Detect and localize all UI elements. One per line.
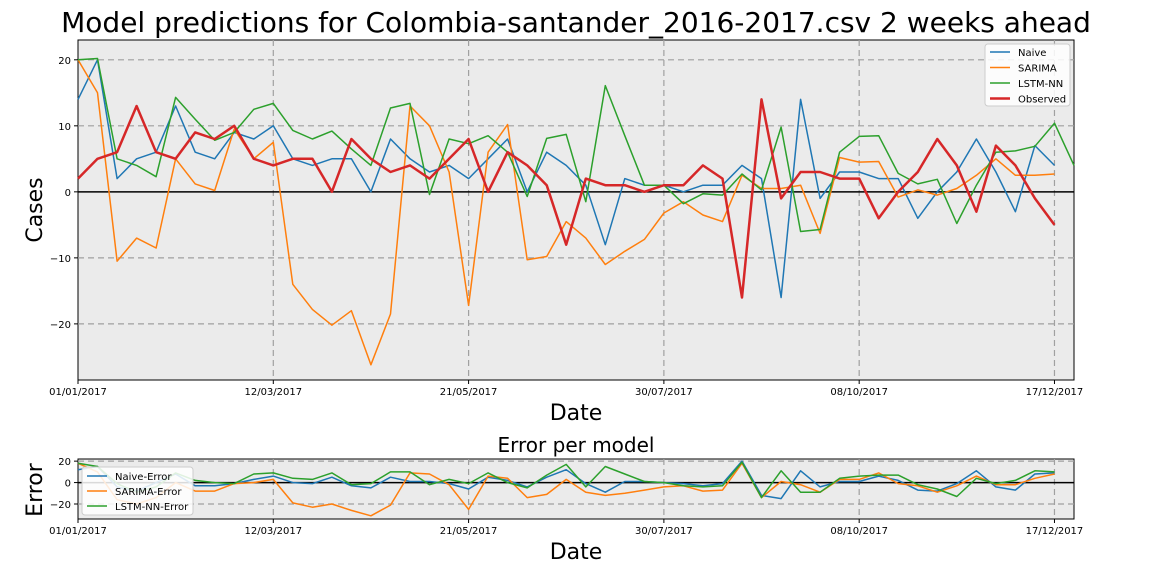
series-line-observed: [77, 98, 1056, 299]
series-line-sarima-error: [77, 462, 1055, 517]
error-x-ticks: 01/01/2017 12/03/2017 21/05/2017 30/07/2017…: [49, 519, 1083, 537]
series-line-naive-error: [77, 460, 1055, 500]
x-tick-label: 08/10/2017: [830, 387, 888, 398]
error-x-axis-label: Date: [550, 540, 603, 565]
y-tick-label: 20: [58, 457, 71, 468]
y-tick-label: −20: [50, 320, 71, 331]
x-tick-label: 01/01/2017: [49, 387, 107, 398]
error-chart-title: Error per model: [498, 433, 655, 457]
y-tick-label: 0: [65, 479, 71, 490]
x-tick-label: 30/07/2017: [635, 387, 693, 398]
error-legend: Naive-Error SARIMA-Error LSTM-NN-Error: [81, 466, 194, 516]
legend-label: SARIMA: [1018, 64, 1057, 75]
legend-label: LSTM-NN-Error: [115, 502, 189, 513]
legend-label: Naive: [1018, 48, 1046, 59]
series-line-lstm-nn-error: [77, 461, 1055, 499]
series-line-lstm-nn: [77, 57, 1075, 233]
error-y-axis-label: Error: [23, 462, 48, 517]
main-x-ticks: 01/01/2017 12/03/2017 21/05/2017 30/07/2017…: [49, 380, 1083, 398]
x-tick-label: 21/05/2017: [440, 387, 498, 398]
error-grid: [78, 459, 1074, 519]
legend-label: LSTM-NN: [1018, 79, 1063, 90]
x-tick-label: 12/03/2017: [244, 387, 302, 398]
error-legend-items: Naive-Error SARIMA-Error LSTM-NN-Error: [87, 472, 189, 513]
y-tick-label: 0: [65, 188, 71, 199]
y-tick-label: 10: [58, 122, 71, 133]
error-y-ticks: −20 0 20: [50, 457, 78, 511]
x-tick-label: 30/07/2017: [635, 526, 693, 537]
main-series-lines: [77, 57, 1075, 366]
legend-label: Naive-Error: [115, 472, 172, 483]
y-tick-label: −10: [50, 254, 71, 265]
y-tick-label: 20: [58, 56, 71, 67]
y-tick-label: −20: [50, 500, 71, 511]
error-series-lines: [77, 460, 1055, 517]
legend-label: Observed: [1018, 95, 1066, 106]
error-legend-box: [81, 466, 194, 516]
main-chart-title: Model predictions for Colombia-santander…: [61, 6, 1091, 39]
x-tick-label: 12/03/2017: [244, 526, 302, 537]
error-chart: Error per model −20 0 20 01/01/2017 12/03/2…: [23, 433, 1083, 565]
main-x-axis-label: Date: [550, 401, 603, 426]
x-tick-label: 17/12/2017: [1026, 387, 1084, 398]
main-chart: Model predictions for Colombia-santander…: [23, 6, 1091, 426]
main-legend-items: Naive SARIMA LSTM-NN Observed: [990, 48, 1066, 106]
x-tick-label: 01/01/2017: [49, 526, 107, 537]
main-legend: Naive SARIMA LSTM-NN Observed: [984, 43, 1071, 107]
x-tick-label: 17/12/2017: [1026, 526, 1084, 537]
main-y-axis-label: Cases: [23, 177, 48, 242]
x-tick-label: 08/10/2017: [830, 526, 888, 537]
error-plot-area: [77, 458, 1075, 520]
main-y-ticks: −20 −10 0 10 20: [50, 56, 78, 331]
main-grid: [78, 40, 1074, 380]
x-tick-label: 21/05/2017: [440, 526, 498, 537]
main-legend-box: [984, 43, 1071, 107]
legend-label: SARIMA-Error: [115, 487, 182, 498]
